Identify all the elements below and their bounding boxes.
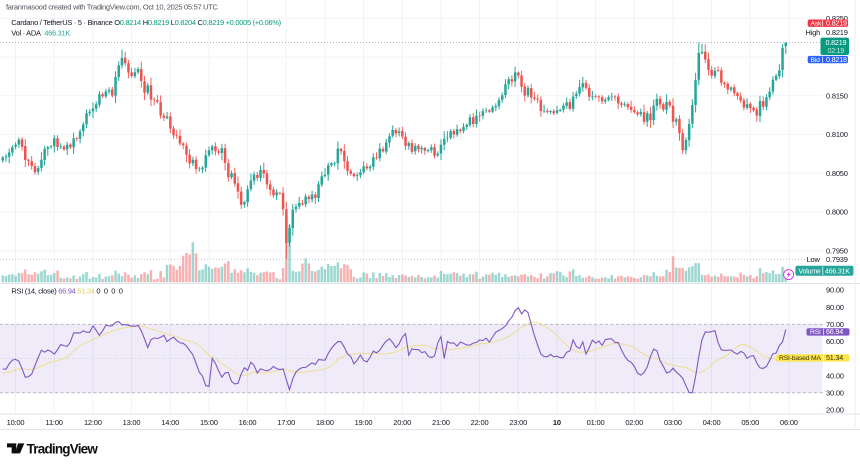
svg-text:0.8219: 0.8219: [826, 38, 847, 47]
svg-text:RSI-based MA: RSI-based MA: [779, 355, 821, 362]
svg-text:70.00: 70.00: [826, 320, 844, 329]
svg-text:0.8150: 0.8150: [826, 92, 848, 101]
svg-text:02:00: 02:00: [625, 418, 643, 427]
svg-text:0.8100: 0.8100: [826, 130, 848, 139]
svg-text:0.8219: 0.8219: [826, 28, 848, 37]
svg-text:10:00: 10:00: [7, 418, 25, 427]
svg-text:05:00: 05:00: [741, 418, 759, 427]
svg-text:13:00: 13:00: [123, 418, 141, 427]
svg-text:Bid: Bid: [811, 57, 821, 64]
svg-text:30.00: 30.00: [826, 388, 844, 397]
svg-text:High: High: [806, 28, 821, 37]
svg-text:Low: Low: [807, 255, 821, 264]
svg-text:0.7939: 0.7939: [826, 255, 848, 264]
svg-text:0.8000: 0.8000: [826, 208, 848, 217]
svg-text:15:00: 15:00: [200, 418, 218, 427]
svg-text:Ask: Ask: [811, 21, 823, 28]
svg-text:12:00: 12:00: [84, 418, 102, 427]
svg-text:90.00: 90.00: [826, 286, 844, 295]
svg-text:02:19: 02:19: [828, 48, 845, 55]
svg-text:Cardano / TetherUS · 5 · Binan: Cardano / TetherUS · 5 · Binance O0.8214…: [11, 18, 281, 27]
svg-text:80.00: 80.00: [826, 303, 844, 312]
svg-text:51.34: 51.34: [826, 353, 843, 362]
svg-text:23:00: 23:00: [509, 418, 527, 427]
svg-text:22:00: 22:00: [471, 418, 489, 427]
svg-text:0.8218: 0.8218: [826, 55, 847, 64]
svg-text:0.8219: 0.8219: [826, 19, 847, 28]
svg-text:0.8050: 0.8050: [826, 169, 848, 178]
svg-text:04:00: 04:00: [703, 418, 721, 427]
svg-text:66.94: 66.94: [826, 327, 843, 336]
svg-text:Volume: Volume: [799, 268, 821, 275]
svg-text:20.00: 20.00: [826, 406, 844, 415]
svg-text:faranmasood created with Tradi: faranmasood created with TradingView.com…: [6, 3, 219, 12]
svg-text:21:00: 21:00: [432, 418, 450, 427]
svg-text:18:00: 18:00: [316, 418, 334, 427]
svg-text:16:00: 16:00: [239, 418, 257, 427]
svg-text:20:00: 20:00: [393, 418, 411, 427]
svg-text:01:00: 01:00: [587, 418, 605, 427]
svg-text:RSI (14, close) 66.94 51.34 0: RSI (14, close) 66.94 51.34 0 0 0 0: [11, 286, 122, 295]
svg-text:10: 10: [553, 418, 561, 427]
svg-text:19:00: 19:00: [355, 418, 373, 427]
svg-text:466.31K: 466.31K: [825, 268, 850, 275]
svg-text:TradingView: TradingView: [27, 442, 99, 457]
svg-text:0.8250: 0.8250: [826, 14, 848, 23]
svg-text:Vol · ADA 466.31K: Vol · ADA 466.31K: [11, 28, 70, 37]
svg-text:60.00: 60.00: [826, 337, 844, 346]
svg-text:40.00: 40.00: [826, 371, 844, 380]
svg-text:11:00: 11:00: [46, 418, 63, 427]
svg-text:03:00: 03:00: [664, 418, 682, 427]
svg-text:0.7950: 0.7950: [826, 246, 848, 255]
svg-text:06:00: 06:00: [780, 418, 798, 427]
svg-text:14:00: 14:00: [161, 418, 179, 427]
svg-text:17:00: 17:00: [277, 418, 295, 427]
svg-text:RSI: RSI: [810, 329, 821, 336]
